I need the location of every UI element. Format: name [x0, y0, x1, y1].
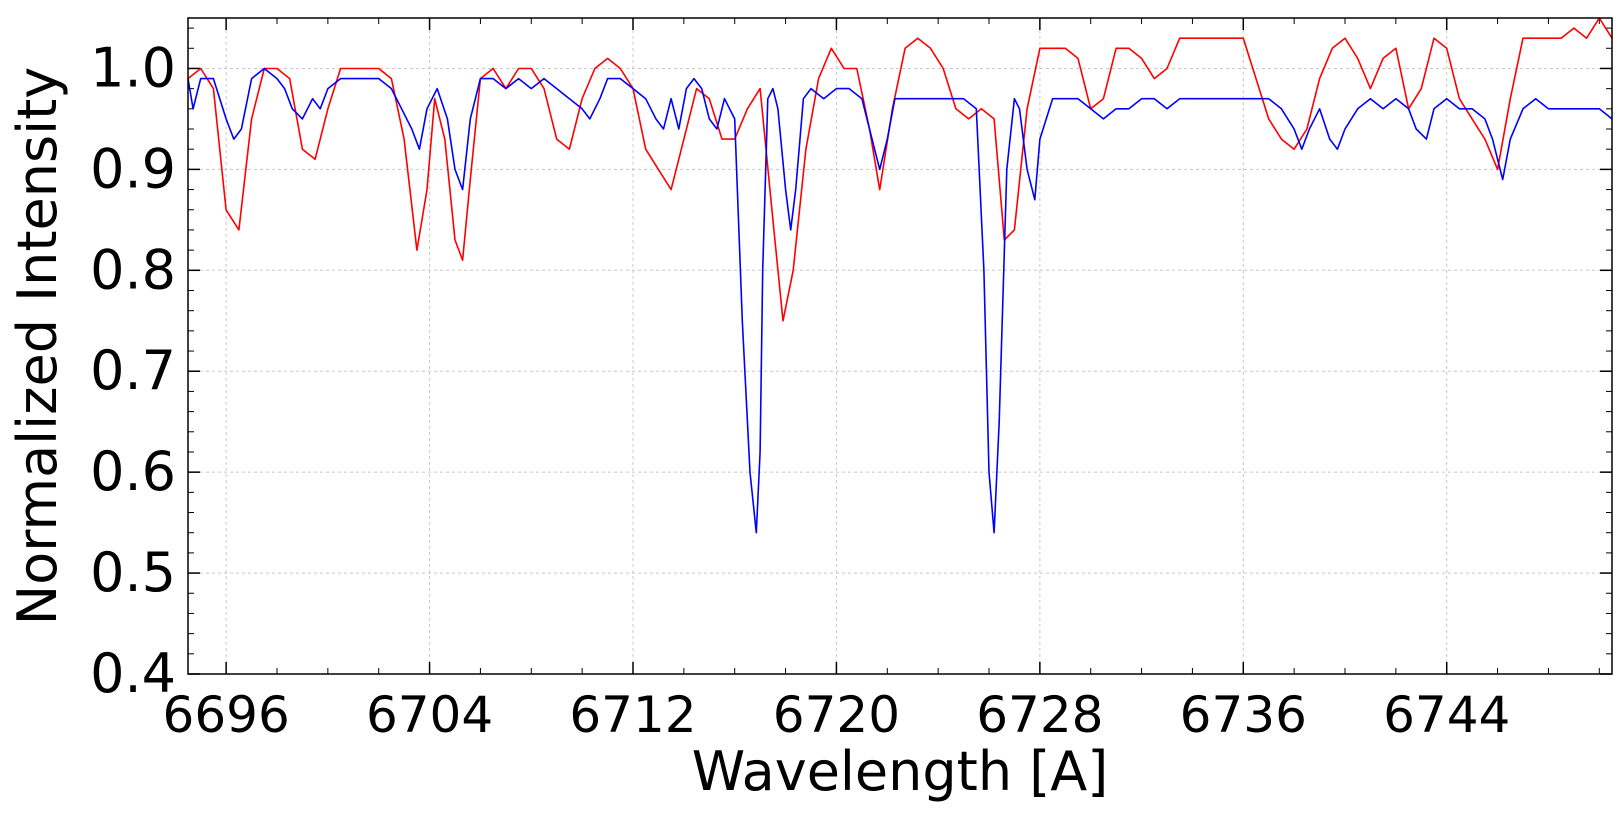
y-tick-label: 0.6: [90, 440, 176, 503]
y-tick-label: 0.8: [90, 238, 176, 301]
x-tick-label: 6736: [1180, 686, 1307, 744]
plot-frame: [187, 17, 1613, 675]
x-axis-title: Wavelength [A]: [692, 740, 1109, 803]
y-tick-label: 0.9: [90, 137, 176, 200]
x-tick-label: 6744: [1383, 686, 1510, 744]
blue-spectrum-line: [187, 67, 1613, 534]
y-tick-label: 0.5: [90, 541, 176, 604]
y-tick-label: 0.4: [90, 642, 176, 705]
y-axis-title: Normalized Intensity: [6, 67, 69, 625]
axis-ticks: [188, 18, 1612, 675]
red-spectrum-line: [187, 17, 1613, 322]
series-group: [187, 17, 1613, 534]
x-tick-label: 6704: [366, 686, 493, 744]
y-tick-label: 0.7: [90, 339, 176, 402]
y-tick-label: 1.0: [90, 36, 176, 99]
x-tick-label: 6696: [163, 686, 290, 744]
x-tick-label: 6712: [569, 686, 696, 744]
grid: [188, 18, 1612, 675]
tick-labels: 6696 6704 6712 6720 6728 6736 6744 0.4 0.5 0.6 0.7…: [90, 36, 1510, 744]
x-tick-label: 6728: [976, 686, 1103, 744]
x-tick-label: 6720: [773, 686, 900, 744]
